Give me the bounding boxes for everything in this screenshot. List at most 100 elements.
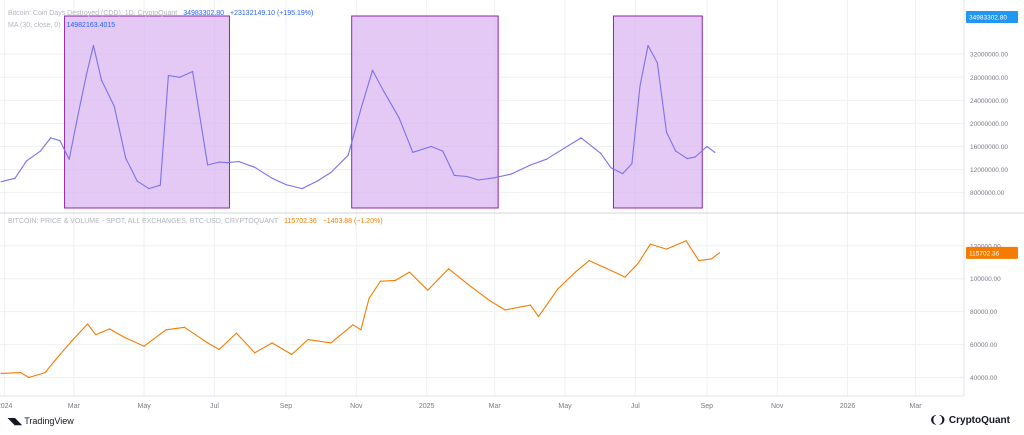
y-tick-label: 24000000.00 <box>970 98 1008 105</box>
series-point <box>95 334 97 336</box>
series-point <box>494 177 496 179</box>
series-point <box>226 162 228 164</box>
legend-price[interactable]: BITCOIN: PRICE & VOLUME - SPOT, ALL EXCH… <box>8 218 387 225</box>
legend-price-title: BITCOIN: PRICE & VOLUME - SPOT, ALL EXCH… <box>8 218 279 225</box>
legend-cdd[interactable]: Bitcoin: Coin Days Destroyed (CDD), 1D, … <box>8 10 317 17</box>
series-point <box>477 179 480 181</box>
series-point <box>59 140 61 142</box>
last-value-badges: 34983302.80 115702.36 <box>966 11 1018 259</box>
x-axis-time[interactable]: 2024 Mar May Jul Sep Nov 2025 Mar May Jul Sep Nov 20… <box>0 403 922 410</box>
series-point <box>0 181 2 183</box>
highlight-box[interactable] <box>612 15 703 209</box>
x-tick-label: 2025 <box>419 403 435 410</box>
series-point <box>394 279 397 281</box>
series-point <box>371 69 374 71</box>
series-point <box>352 324 354 326</box>
y-tick-label: 8000000.00 <box>970 190 1005 197</box>
x-tick-label: Sep <box>701 403 714 410</box>
series-point <box>271 177 273 179</box>
series-point <box>631 163 633 165</box>
series-point <box>574 271 577 273</box>
series-point <box>610 167 612 169</box>
series-point <box>600 152 602 154</box>
legend-cdd-title: Bitcoin: Coin Days Destroyed (CDD), 1D, … <box>8 10 178 17</box>
series-point <box>330 171 332 174</box>
series-point <box>685 240 687 242</box>
x-tick-label: May <box>138 403 152 410</box>
series-point <box>588 260 590 262</box>
x-tick-label: Mar <box>68 403 81 410</box>
series-point <box>504 309 506 311</box>
series-point <box>218 161 220 163</box>
highlight-box[interactable] <box>64 15 230 209</box>
series-point <box>148 188 150 190</box>
x-tick-label: Mar <box>489 403 502 410</box>
series-point <box>408 271 410 273</box>
y-axis-cdd[interactable]: 8000000.00 12000000.00 16000000.00 20000000… <box>970 52 1008 198</box>
series-line[interactable] <box>1 240 720 379</box>
series-point <box>25 160 28 162</box>
x-tick-label: Jul <box>631 403 640 410</box>
series-point <box>316 180 318 182</box>
series-point <box>125 157 127 159</box>
series-point <box>647 44 649 47</box>
x-tick-label: 2024 <box>0 403 13 410</box>
y-tick-label: 16000000.00 <box>970 144 1008 151</box>
x-tick-label: Sep <box>280 403 293 410</box>
series-point <box>77 112 79 114</box>
highlight-box[interactable] <box>351 15 499 209</box>
legend-cdd-value: 34983302.80 <box>183 10 225 17</box>
x-tick-label: 2026 <box>840 403 856 410</box>
series-point <box>580 137 582 139</box>
series-point <box>694 156 696 158</box>
series-point <box>68 158 70 160</box>
series-point <box>113 105 115 107</box>
series-point <box>610 269 612 272</box>
series-point <box>360 108 362 110</box>
y-axis-price[interactable]: 40000.00 60000.00 80000.00 100000.00 120000.… <box>970 243 1001 382</box>
series-point <box>546 158 548 160</box>
series-point <box>167 74 169 77</box>
tradingview-label: TradingView <box>24 416 74 426</box>
series-point <box>489 300 491 302</box>
series-point <box>510 173 512 175</box>
series-point <box>347 154 349 156</box>
series-point <box>537 316 540 318</box>
highlight-layer <box>64 15 703 209</box>
y-tick-label: 120000.00 <box>970 243 1001 250</box>
series-point <box>159 184 161 186</box>
series-point <box>179 76 181 78</box>
series-point <box>301 188 303 190</box>
series-point <box>39 150 42 152</box>
series-point <box>529 304 532 306</box>
series-point <box>649 243 652 245</box>
series-point <box>398 117 400 119</box>
y-tick-label: 28000000.00 <box>970 75 1008 82</box>
series-point <box>55 358 58 360</box>
series-point <box>87 323 89 325</box>
series-point <box>639 85 641 87</box>
series-point <box>383 91 385 93</box>
series-point <box>622 173 624 175</box>
series-point <box>235 332 237 334</box>
x-tick-label: May <box>558 403 572 410</box>
series-point <box>665 131 668 133</box>
series-point <box>254 166 256 168</box>
y-tick-label: 32000000.00 <box>970 52 1008 59</box>
series-point <box>686 158 688 160</box>
series-point <box>291 353 293 356</box>
series-point <box>20 372 22 374</box>
y-tick-label: 100000.00 <box>970 276 1001 283</box>
legend-ma[interactable]: MA (30, close, 0) 14982163.4015 <box>8 22 119 29</box>
series-point <box>698 260 700 262</box>
series-point <box>192 70 194 73</box>
series-point <box>207 164 209 166</box>
cryptoquant-logo: ❨❩ CryptoQuant <box>929 415 1010 426</box>
legend-ma-value: 14982163.4015 <box>66 22 116 29</box>
series-point <box>466 175 468 178</box>
series-point <box>165 329 167 331</box>
series-point <box>92 44 94 47</box>
series-point <box>70 340 73 342</box>
tradingview-logo[interactable]: ◥◣ TradingView <box>8 416 74 427</box>
